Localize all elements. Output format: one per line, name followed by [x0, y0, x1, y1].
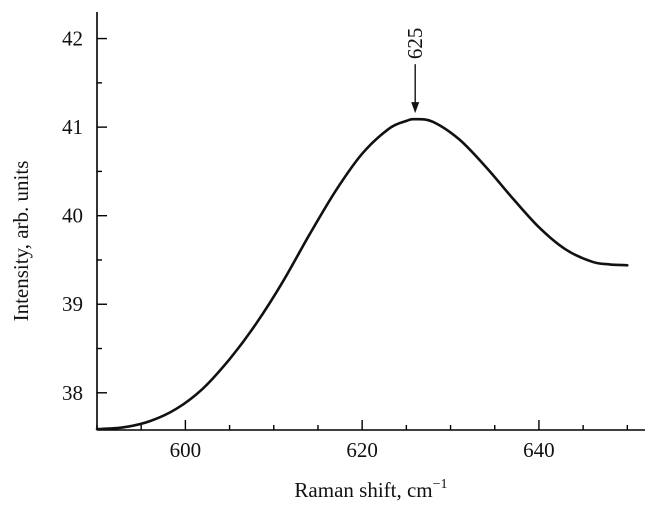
x-tick-label: 600	[170, 438, 202, 462]
y-tick-label: 42	[62, 27, 83, 51]
x-tick-label: 620	[346, 438, 378, 462]
axis-ticks	[96, 37, 629, 430]
y-tick-label: 41	[62, 115, 83, 139]
x-axis-label-text: Raman shift, cm	[294, 478, 432, 502]
y-tick-label: 40	[62, 204, 83, 228]
y-tick-label: 39	[62, 292, 83, 316]
peak-arrow-head	[411, 102, 420, 114]
x-axis-label-superscript: −1	[433, 477, 448, 492]
x-axis-label: Raman shift, cm−1	[294, 477, 447, 502]
y-axis-label: Intensity, arb. units	[9, 161, 33, 322]
axes	[96, 12, 645, 431]
peak-annotation-label: 625	[403, 28, 427, 60]
tick-labels: 600 620 640 38 39 40 41 42	[62, 27, 555, 462]
spectrum-line	[95, 117, 629, 431]
y-tick-label: 38	[62, 381, 83, 405]
peak-annotation: 625	[403, 28, 427, 114]
x-tick-label: 640	[523, 438, 555, 462]
